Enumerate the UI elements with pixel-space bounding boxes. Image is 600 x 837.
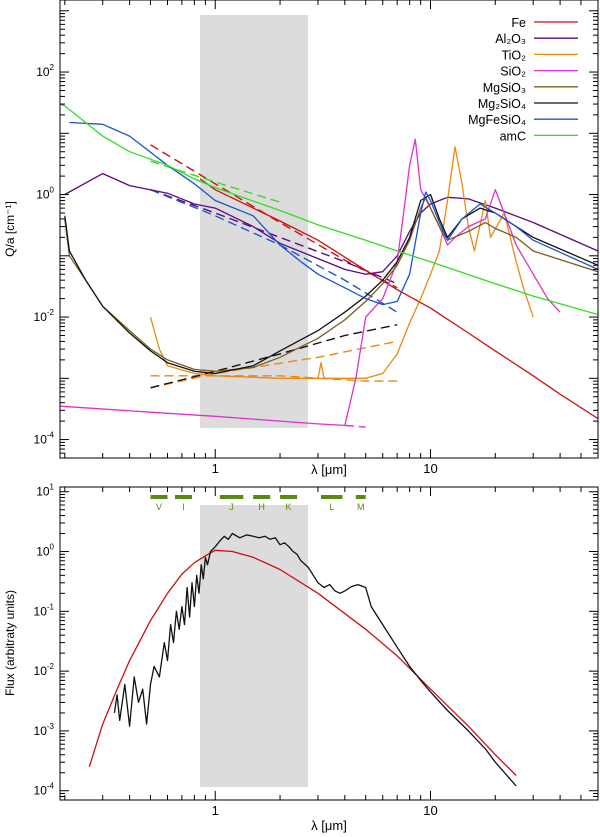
q-over-a-chart: 1 10 102 100 10-2 10-4 λ [μm] Q/a [cm⁻¹] Fe A…: [3, 0, 599, 477]
shaded-band: [200, 505, 309, 787]
material-curves: [60, 103, 598, 427]
series-line-0: [88, 549, 517, 776]
y-tick-label: 10-1: [34, 602, 55, 618]
x-axis-ticks: 1 10: [64, 487, 599, 818]
x-tick-label: 1: [212, 803, 219, 818]
plot-frame: [59, 0, 599, 459]
fit-line-5: [150, 324, 398, 389]
legend-label-6: MgFeSiO₄: [468, 113, 526, 127]
y-axis-label: Q/a [cm⁻¹]: [3, 201, 17, 257]
band-label-J: J: [229, 502, 234, 512]
y-tick-label: 102: [36, 63, 54, 79]
legend-label-7: amC: [500, 129, 526, 143]
y-axis-ticks: 101 100 10-1 10-2 10-3 10-4: [34, 483, 598, 801]
y-axis-ticks: 102 100 10-2 10-4: [34, 10, 598, 459]
band-bar-M: [355, 495, 366, 499]
shaded-band: [200, 15, 309, 428]
y-tick-label: 100: [36, 186, 54, 202]
series-line-1: [113, 532, 517, 787]
band-bar-K: [280, 495, 298, 499]
band-bar-H: [253, 495, 271, 499]
y-tick-label: 10-4: [34, 782, 55, 798]
fit-line-3: [150, 340, 398, 389]
band-bar-J: [219, 495, 244, 499]
legend-label-3: SiO₂: [500, 65, 526, 79]
y-tick-label: 10-2: [34, 662, 55, 678]
band-label-H: H: [258, 502, 265, 512]
series-line-0: [199, 178, 598, 420]
band-label-L: L: [329, 502, 334, 512]
legend-label-2: TiO₂: [501, 48, 526, 62]
flux-curves: [88, 532, 517, 787]
band-label-M: M: [357, 502, 365, 512]
band-bar-V: [150, 495, 168, 499]
series-line-6: [69, 121, 598, 306]
series-line-7: [60, 103, 598, 316]
series-line-4: [64, 196, 598, 372]
band-label-K: K: [286, 502, 292, 512]
fit-line-4: [344, 424, 366, 428]
series-line-5: [64, 193, 598, 375]
y-tick-label: 101: [36, 483, 54, 499]
series-line-1: [64, 172, 598, 275]
y-tick-label: 100: [36, 543, 54, 559]
legend-label-4: MgSiO₃: [483, 81, 526, 95]
band-bar-L: [321, 495, 343, 499]
legend-label-1: Al₂O₃: [495, 32, 526, 46]
legend: Fe Al₂O₃ TiO₂ SiO₂ MgSiO₃ Mg₂SiO₄ MgFeSiO₄ amC: [468, 16, 578, 143]
y-tick-label: 10-3: [34, 722, 55, 738]
x-tick-label: 1: [212, 461, 219, 476]
x-tick-label: 10: [423, 461, 437, 476]
x-tick-label: 10: [423, 803, 437, 818]
band-label-V: V: [156, 502, 162, 512]
x-axis-label: λ [μm]: [311, 818, 347, 833]
y-tick-label: 10-4: [34, 431, 55, 447]
plot-frame: [59, 486, 599, 801]
fit-line-1: [150, 189, 398, 285]
band-label-I: I: [182, 502, 185, 512]
series-line-3: [60, 138, 561, 427]
legend-label-0: Fe: [511, 16, 526, 30]
x-axis-label: λ [μm]: [311, 462, 347, 477]
band-bar-I: [174, 495, 193, 499]
y-tick-label: 10-2: [34, 308, 55, 324]
x-axis-ticks: 1 10: [64, 0, 599, 476]
y-axis-label: Flux (arbitraty units): [3, 590, 17, 696]
legend-label-5: Mg₂SiO₄: [478, 97, 526, 111]
flux-chart: V I J H K L M 1 10 101 100 10-1 10-2 10-3 10-4 λ [μm…: [3, 483, 599, 833]
